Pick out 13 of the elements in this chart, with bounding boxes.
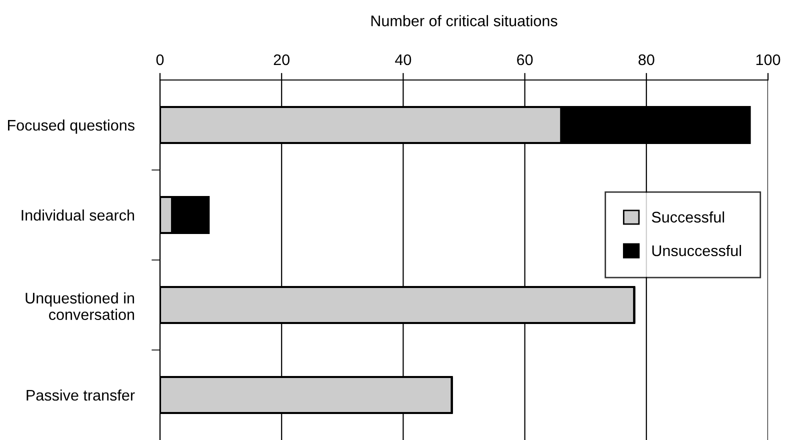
x-tick-label: 0 bbox=[156, 54, 164, 66]
y-tick-label: Individual search bbox=[22, 209, 134, 221]
legend-label: Unsuccessful bbox=[652, 244, 742, 256]
x-tick-label: 100 bbox=[756, 54, 780, 66]
legend-label: Successful bbox=[652, 211, 724, 223]
x-tick-label: 80 bbox=[638, 54, 654, 66]
x-tick-label: 60 bbox=[517, 54, 533, 66]
x-axis-title: Number of critical situations bbox=[371, 15, 558, 26]
x-tick-label: 20 bbox=[274, 54, 290, 66]
y-tick-label: Focused questions bbox=[8, 119, 134, 134]
y-tick-label: Passive transfer bbox=[26, 389, 135, 401]
y-tick-label: Unquestioned in conversation bbox=[26, 292, 134, 320]
x-tick-label: 40 bbox=[395, 54, 412, 66]
